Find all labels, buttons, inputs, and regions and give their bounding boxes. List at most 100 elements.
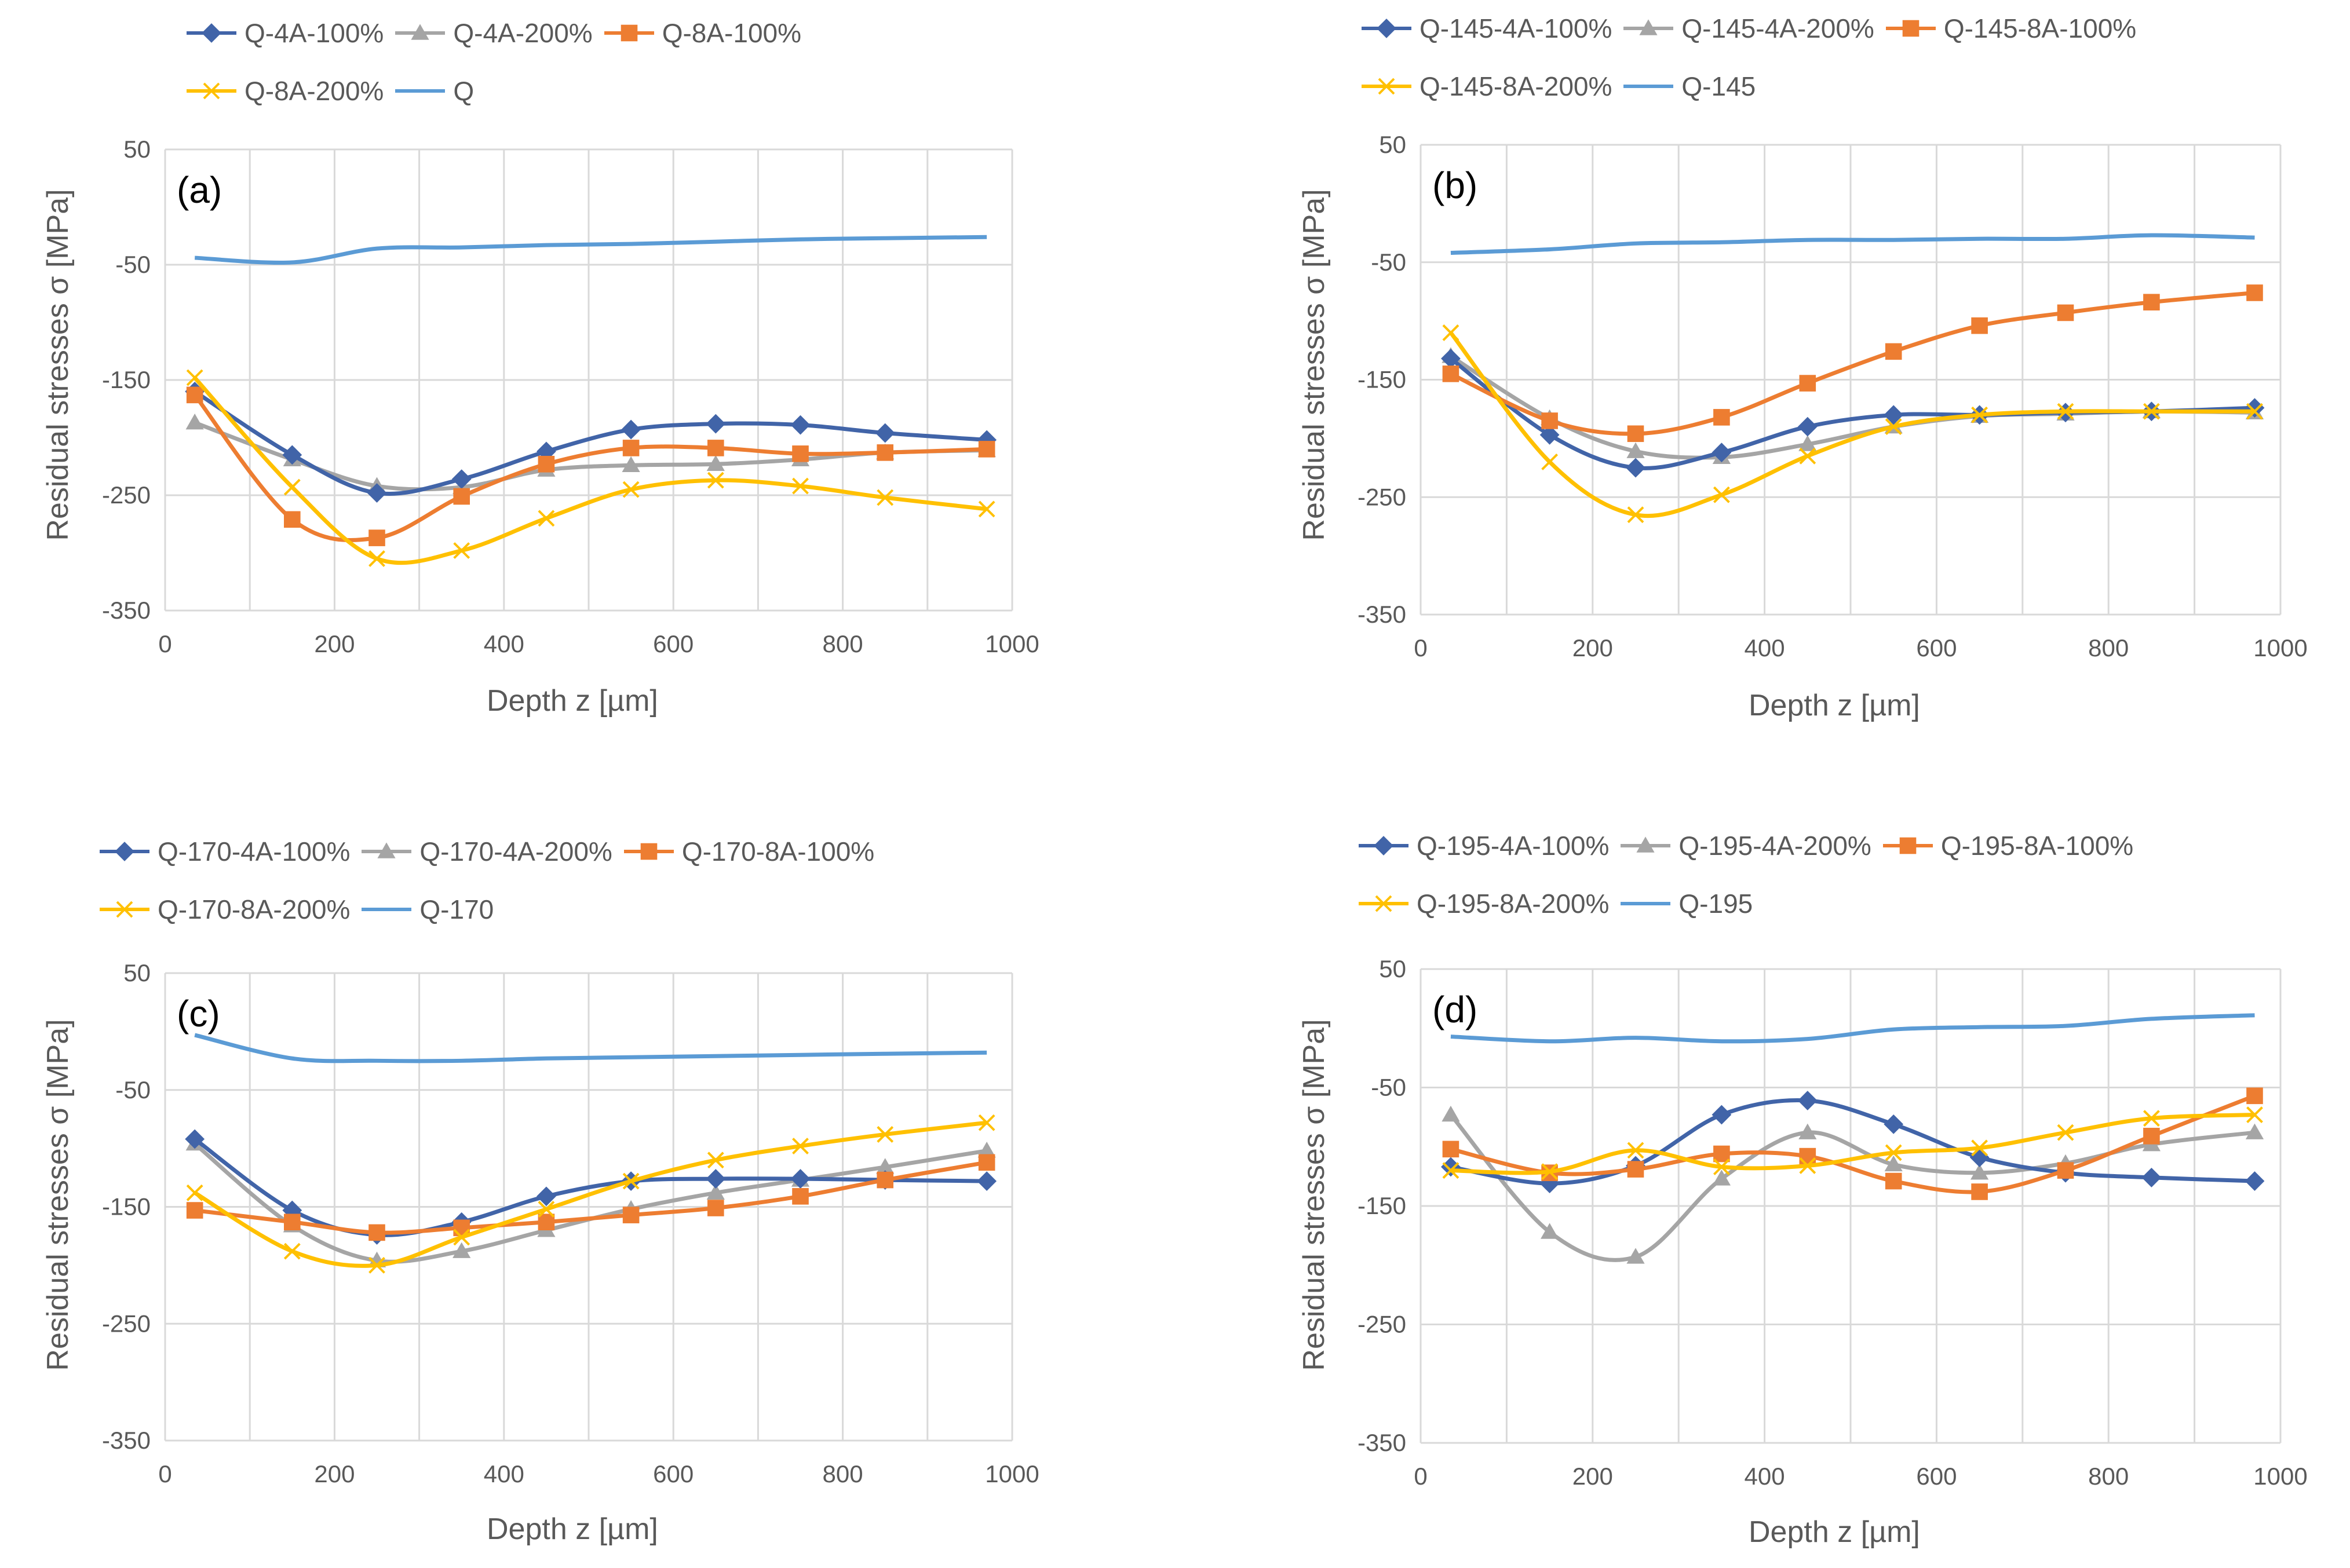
x-tick-label: 600 (1916, 1463, 1957, 1490)
y-tick-label: -250 (102, 1310, 151, 1337)
legend-marker (116, 901, 133, 918)
data-point (283, 1242, 301, 1260)
data-point (1799, 1147, 1816, 1165)
data-point (1713, 1158, 1730, 1175)
y-tick-label: -50 (115, 251, 151, 278)
legend-entry: Q-195-8A-100% (1882, 830, 2133, 861)
y-tick-label: -50 (1371, 248, 1406, 276)
legend-marker (1377, 19, 1396, 38)
data-point (706, 1183, 725, 1200)
series-line (193, 1142, 987, 1264)
x-tick-label: 0 (1414, 634, 1427, 661)
data-point (2057, 1124, 2074, 1141)
legend-label: Q-4A-100% (245, 18, 384, 48)
legend-swatch (187, 23, 236, 43)
data-point (2246, 1087, 2263, 1105)
x-axis-title: Depth z [µm] (1749, 689, 1920, 722)
y-tick-label: -250 (1358, 483, 1406, 510)
y-tick-label: -150 (1358, 366, 1406, 393)
data-point (1541, 412, 1558, 429)
legend-swatch (362, 842, 412, 858)
x-tick-label: 400 (484, 630, 524, 657)
data-point (1626, 1248, 1645, 1264)
y-tick-label: -50 (1371, 1074, 1406, 1101)
legend-entry: Q-170 (360, 894, 494, 925)
legend-label: Q-170-4A-100% (158, 836, 351, 867)
legend-row-1: Q-195-4A-100% Q-195-4A-200% Q-195-8A-100… (1358, 830, 2144, 861)
series-line (194, 1120, 987, 1268)
legend-swatch (1359, 895, 1408, 912)
y-tick-label: -350 (102, 1427, 151, 1454)
data-point (2143, 403, 2160, 420)
legend-swatch (1882, 837, 1933, 854)
legend-marker (640, 843, 658, 860)
legend-label: Q-8A-200% (245, 76, 384, 106)
legend-swatch (1623, 85, 1674, 88)
chart-panel-d: Q-195-4A-100% Q-195-4A-200% Q-195-8A-100… (1175, 784, 2350, 1567)
data-point (1799, 447, 1816, 465)
data-point (1798, 435, 1817, 451)
y-axis-title: Residual stresses σ [MPa] (41, 189, 75, 541)
data-point (877, 444, 893, 461)
legend-label: Q-170-8A-100% (681, 836, 875, 867)
data-point (1442, 1141, 1459, 1158)
data-point (1799, 375, 1816, 392)
series-line (1449, 1113, 2255, 1262)
data-point (707, 440, 724, 456)
panel-label: (d) (1432, 989, 1477, 1030)
data-point (707, 472, 724, 489)
data-point (1442, 1105, 1460, 1122)
y-axis-title: Residual stresses σ [MPa] (41, 1019, 75, 1371)
x-tick-label: 0 (1414, 1463, 1427, 1490)
data-point (706, 414, 726, 434)
series-line (1450, 290, 2255, 436)
legend-swatch (1885, 20, 1936, 37)
series-line (1450, 1098, 2255, 1186)
data-point (1798, 1123, 1817, 1139)
data-point (368, 529, 385, 546)
legend-marker (1639, 19, 1658, 35)
data-point (538, 1201, 555, 1218)
legend-row-2: Q-195-8A-200% Q-195 (1358, 888, 1763, 919)
data-point (1712, 1105, 1732, 1125)
data-point (1969, 1147, 1990, 1168)
x-tick-label: 400 (1745, 634, 1785, 661)
data-point (622, 440, 640, 456)
y-tick-label: -250 (1358, 1311, 1406, 1338)
x-tick-label: 0 (158, 1460, 171, 1487)
legend-marker (1378, 78, 1395, 95)
data-point (1884, 1155, 1903, 1172)
data-point (707, 1200, 724, 1216)
legend-entry: Q-145-8A-100% (1885, 13, 2136, 44)
data-point (538, 455, 555, 473)
data-point (1797, 1091, 1818, 1110)
x-axis-title: Depth z [µm] (487, 1512, 658, 1546)
data-point (368, 550, 385, 567)
legend-label: Q-145 (1681, 71, 1756, 101)
data-point (792, 1188, 809, 1205)
data-point (978, 1114, 995, 1131)
legend-row-1: Q-170-4A-100% Q-170-4A-200% Q-170-8A-100… (98, 836, 885, 867)
x-tick-label: 800 (823, 1460, 863, 1487)
data-point (1713, 486, 1730, 503)
data-point (1442, 365, 1459, 382)
legend-entry: Q-145-4A-100% (1360, 13, 1612, 44)
legend-label: Q-4A-200% (453, 18, 593, 48)
legend-row-2: Q-145-8A-200% Q-145 (1360, 71, 1766, 102)
legend-label: Q-195-8A-200% (1417, 889, 1610, 919)
legend-swatch (1623, 19, 1674, 35)
data-point (2143, 1110, 2160, 1127)
x-axis-title: Depth z [µm] (487, 684, 658, 718)
legend-entry: Q-195-4A-100% (1358, 830, 1609, 861)
data-point (977, 1142, 996, 1158)
x-tick-label: 200 (1572, 1463, 1613, 1490)
plot-area: 50 -50 -150 -250 -350 0 200 400 600 800 1000 (a) (102, 136, 1039, 657)
data-point (1626, 458, 1645, 478)
data-point (453, 1229, 470, 1246)
legend-entry: Q-145 (1622, 71, 1756, 102)
data-point (978, 500, 995, 518)
series-line (1449, 357, 2255, 470)
data-point (622, 481, 640, 498)
series-line (1449, 331, 2255, 518)
data-point (706, 1169, 726, 1189)
